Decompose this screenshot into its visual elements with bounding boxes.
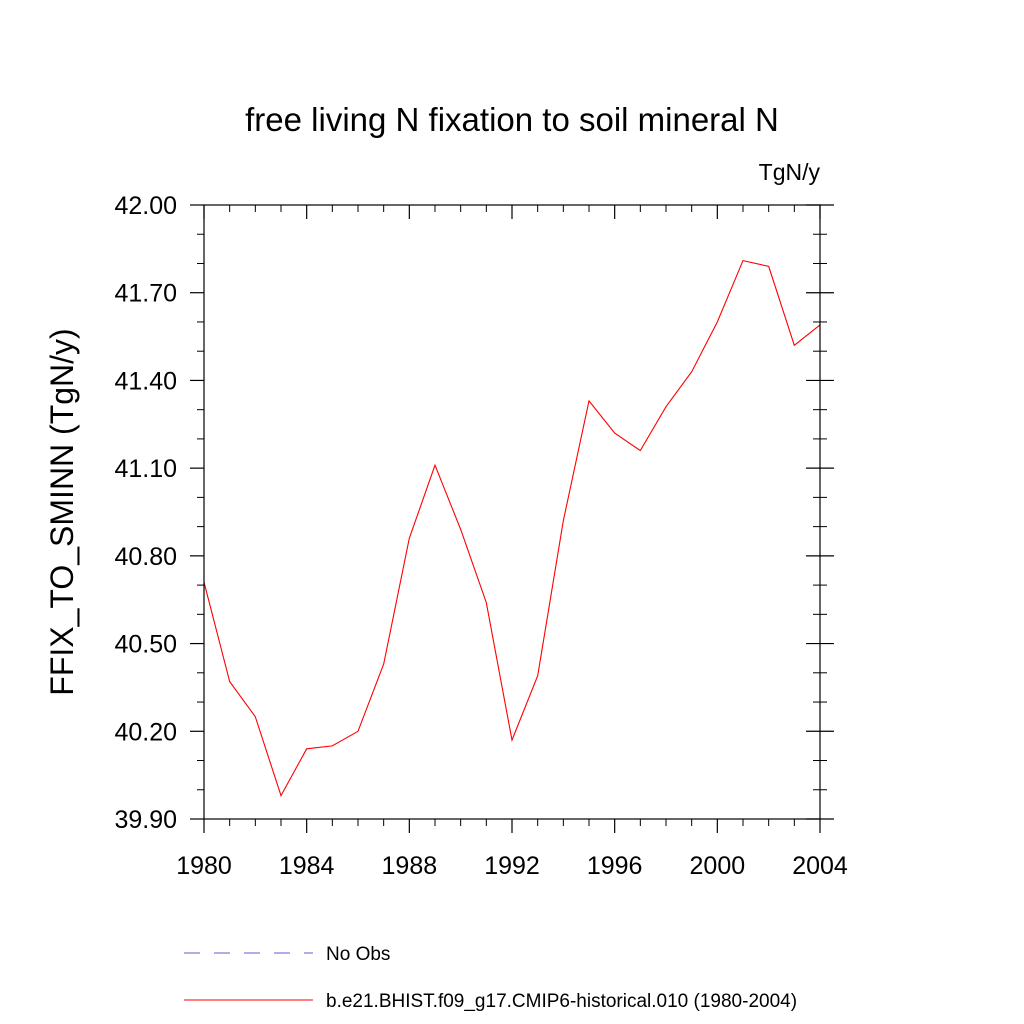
y-tick-label: 40.50 xyxy=(114,631,177,659)
legend-label: No Obs xyxy=(326,944,390,965)
y-tick-label: 41.70 xyxy=(114,280,177,308)
plot-frame xyxy=(203,204,821,820)
data-point xyxy=(793,344,795,346)
legend-label: b.e21.BHIST.f09_g17.CMIP6-historical.010… xyxy=(326,991,797,1012)
data-point xyxy=(331,745,333,747)
y-tick-label: 40.80 xyxy=(114,543,177,571)
x-tick-label: 2000 xyxy=(690,852,746,880)
legend: No Obs b.e21.BHIST.f09_g17.CMIP6-historic… xyxy=(184,944,797,1012)
data-point xyxy=(562,520,564,522)
data-point xyxy=(767,265,769,267)
data-point xyxy=(639,449,641,451)
data-point xyxy=(613,432,615,434)
y-axis-title: FFIX_TO_SMINN (TgN/y) xyxy=(44,328,80,695)
x-tick-label: 1988 xyxy=(382,852,438,880)
data-point xyxy=(280,794,282,796)
data-point xyxy=(254,715,256,717)
x-tick-label: 1996 xyxy=(587,852,643,880)
y-tick-label: 40.20 xyxy=(114,718,177,746)
data-point xyxy=(408,537,410,539)
y-tick-label: 42.00 xyxy=(114,192,177,220)
data-point xyxy=(485,601,487,603)
x-tick-label: 1984 xyxy=(279,852,335,880)
x-tick-label: 1980 xyxy=(176,852,232,880)
data-point xyxy=(588,400,590,402)
data-point xyxy=(228,680,230,682)
y-tick-label: 41.10 xyxy=(114,455,177,483)
plot-area xyxy=(203,259,821,797)
series-line xyxy=(203,259,821,797)
y-tick-label: 39.90 xyxy=(114,806,177,834)
data-point xyxy=(690,370,692,372)
units-label: TgN/y xyxy=(759,159,821,185)
data-point xyxy=(459,528,461,530)
data-point xyxy=(742,259,744,261)
x-tick-label: 2004 xyxy=(792,852,848,880)
data-point xyxy=(536,675,538,677)
data-point xyxy=(382,663,384,665)
y-tick-label: 41.40 xyxy=(114,367,177,395)
data-point xyxy=(357,730,359,732)
data-point xyxy=(716,321,718,323)
x-tick-label: 1992 xyxy=(484,852,540,880)
axis-ticks: 1980 1984 1988 1992 1996 2000 2004 39.90 40.20 40… xyxy=(114,192,847,880)
data-point xyxy=(665,406,667,408)
data-point xyxy=(434,464,436,466)
data-point xyxy=(511,739,513,741)
chart-title: free living N fixation to soil mineral N xyxy=(245,101,779,138)
data-point xyxy=(305,748,307,750)
